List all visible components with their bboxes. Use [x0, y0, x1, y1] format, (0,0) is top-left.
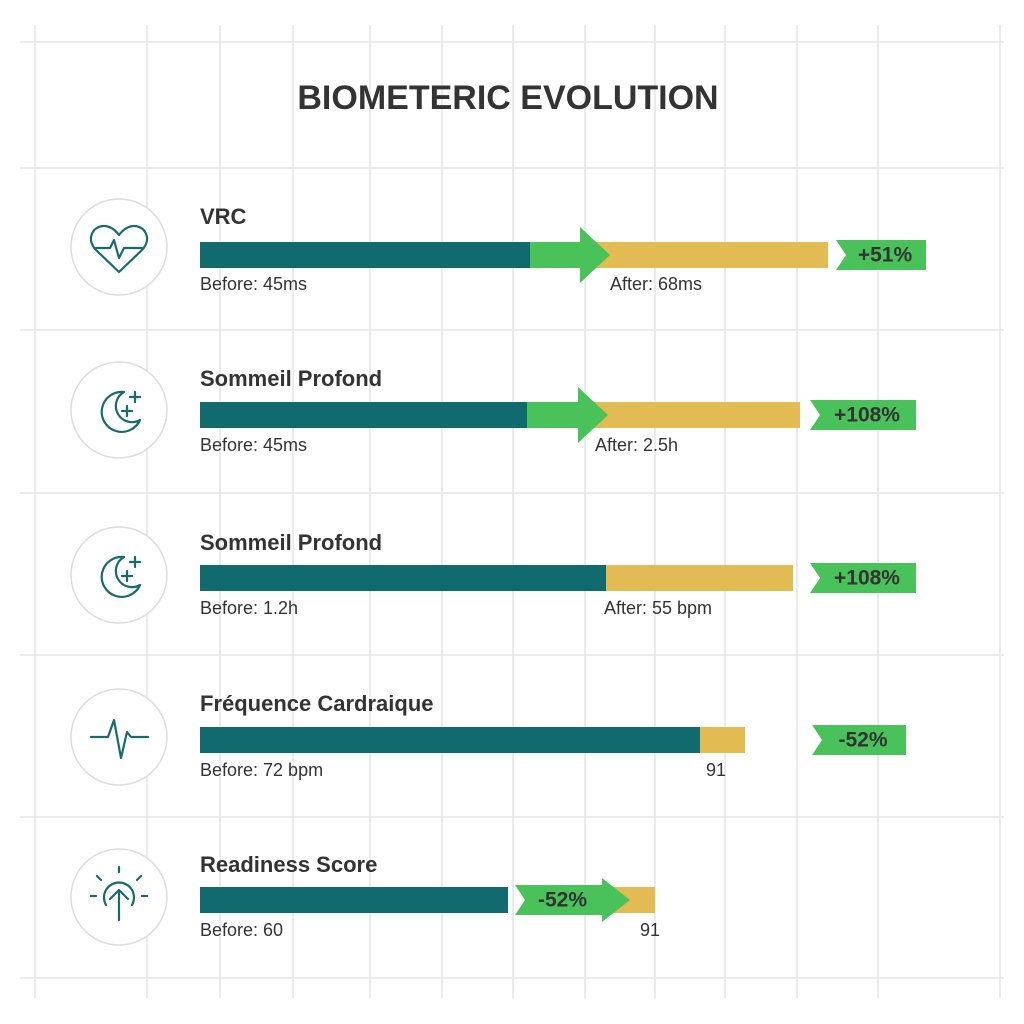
pulse-icon	[89, 718, 150, 760]
green-arrow	[527, 387, 608, 443]
change-badge	[810, 563, 916, 593]
metric-row: Readiness Score -52% Before: 60 91	[200, 852, 660, 940]
teal-bar	[200, 402, 527, 428]
icon-circle	[70, 526, 168, 624]
metric-row: Fréquence Cardraique -52% Before: 72 bpm 91	[200, 691, 906, 780]
after-value: After: 55 bpm	[604, 598, 712, 618]
green-arrow	[530, 227, 610, 283]
change-value: -52%	[538, 889, 587, 912]
readiness-icon	[89, 865, 149, 922]
moon-icon	[100, 390, 142, 433]
heart-icon	[89, 224, 149, 274]
metric-row: VRC +51% Before: 45ms After: 68ms	[200, 204, 926, 294]
gold-bar	[606, 565, 793, 591]
teal-bar	[200, 727, 700, 753]
gold-bar	[580, 242, 828, 268]
before-value: Before: 72 bpm	[200, 760, 323, 780]
change-badge	[812, 725, 906, 755]
icons	[70, 198, 168, 946]
metric-row: Sommeil Profond +108% Before: 1.2h After: 5…	[200, 530, 916, 618]
change-value: +51%	[858, 244, 913, 267]
before-value: Before: 45ms	[200, 274, 307, 294]
before-value: Before: 45ms	[200, 435, 307, 455]
metric-label: VRC	[200, 204, 247, 229]
after-value: 91	[706, 760, 726, 780]
change-badge	[836, 240, 926, 270]
teal-bar	[200, 242, 530, 268]
icon-circle	[70, 361, 168, 459]
before-value: Before: 1.2h	[200, 598, 298, 618]
change-value: +108%	[834, 404, 900, 427]
metric-label: Readiness Score	[200, 852, 377, 877]
background-grid	[20, 25, 1004, 998]
change-badge	[515, 878, 630, 922]
after-value: After: 2.5h	[595, 435, 678, 455]
gold-bar	[580, 402, 800, 428]
metric-row: Sommeil Profond +108% Before: 45ms After: 2…	[200, 366, 916, 455]
teal-bar	[200, 565, 606, 591]
moon-icon	[100, 555, 142, 598]
change-value: -52%	[838, 729, 887, 752]
change-badge	[810, 400, 916, 430]
title: BIOMETERIC EVOLUTION	[297, 79, 718, 117]
change-value: +108%	[834, 567, 900, 590]
icon-circle	[70, 198, 168, 296]
icon-circle	[70, 688, 168, 786]
after-value: 91	[640, 920, 660, 940]
rows: VRC +51% Before: 45ms After: 68ms Sommeil Pr…	[200, 204, 926, 940]
metric-label: Fréquence Cardraique	[200, 691, 434, 716]
teal-bar	[200, 887, 508, 913]
gold-bar	[700, 727, 745, 753]
after-value: After: 68ms	[610, 274, 702, 294]
metric-label: Sommeil Profond	[200, 366, 382, 391]
before-value: Before: 60	[200, 920, 283, 940]
metric-label: Sommeil Profond	[200, 530, 382, 555]
